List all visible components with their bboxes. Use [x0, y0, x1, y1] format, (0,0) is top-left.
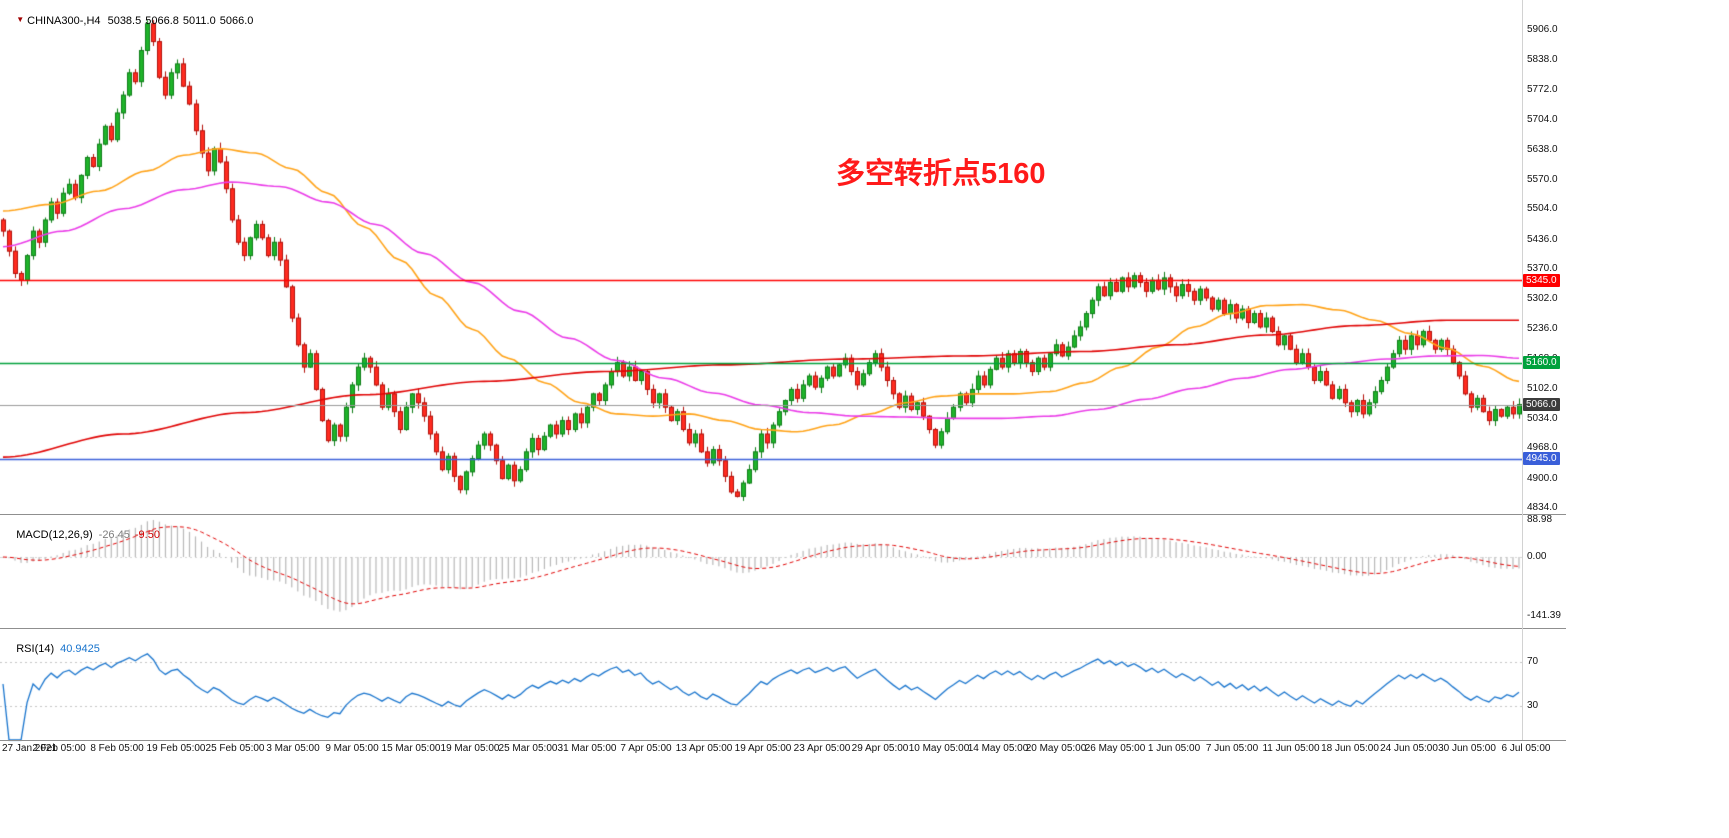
time-axis-label: 7 Apr 05:00 — [620, 743, 672, 754]
time-axis-label: 1 Jun 05:00 — [1147, 743, 1201, 754]
price-tag-current: 5066.0 — [1523, 398, 1560, 412]
price-axis-label: 5370.0 — [1527, 263, 1558, 274]
time-axis-label: 3 Mar 05:00 — [266, 743, 320, 754]
time-axis-label: 25 Feb 05:00 — [205, 743, 265, 754]
ohlc-open: 5038.5 — [107, 15, 142, 27]
price-axis-label: 4834.0 — [1527, 502, 1558, 513]
price-tag-5160: 5160.0 — [1523, 356, 1560, 370]
chart-canvas[interactable] — [0, 0, 1522, 756]
rsi-axis-label: 70 — [1527, 655, 1539, 667]
time-axis-label: 14 May 05:00 — [967, 743, 1029, 754]
annotation-text[interactable]: 多空转折点5160 — [836, 158, 1046, 190]
rsi-name: RSI(14) — [16, 643, 55, 655]
symbol-marker-icon: ▼ — [16, 15, 25, 24]
time-axis-label: 13 Apr 05:00 — [675, 743, 733, 754]
time-axis-label: 29 Apr 05:00 — [851, 743, 909, 754]
time-axis-label: 6 Jul 05:00 — [1501, 743, 1551, 754]
price-axis-label: 5838.0 — [1527, 54, 1558, 66]
time-axis-label: 7 Jun 05:00 — [1205, 743, 1259, 754]
price-axis-label: 5436.0 — [1527, 233, 1558, 245]
time-axis-label: 10 May 05:00 — [908, 743, 970, 754]
ohlc-low: 5011.0 — [182, 15, 216, 27]
ohlc-close: 5066.0 — [219, 15, 254, 27]
panel-separator-macd[interactable] — [0, 514, 1566, 515]
price-axis-label: 4900.0 — [1527, 472, 1558, 484]
price-axis-label: 5570.0 — [1527, 173, 1558, 185]
panel-separator-rsi[interactable] — [0, 628, 1566, 629]
price-axis-label: 5906.0 — [1527, 24, 1558, 35]
price-axis-label: 5772.0 — [1527, 83, 1558, 95]
time-axis-label: 30 Jun 05:00 — [1438, 743, 1496, 754]
time-axis-label: 11 Jun 05:00 — [1262, 743, 1320, 754]
ohlc-high: 5066.8 — [145, 15, 179, 27]
price-axis-label: 5704.0 — [1527, 114, 1558, 126]
time-axis-label: 26 May 05:00 — [1084, 743, 1146, 754]
time-axis-label: 24 Jun 05:00 — [1380, 743, 1438, 754]
time-axis-label: 9 Mar 05:00 — [325, 743, 379, 754]
macd-signal-value: -9.50 — [134, 529, 160, 541]
macd-name: MACD(12,26,9) — [16, 529, 93, 541]
time-axis-label: 27 Jan 2021 — [2, 743, 58, 754]
macd-axis-label: -141.39 — [1527, 609, 1561, 621]
time-axis-label: 18 Jun 05:00 — [1321, 743, 1379, 754]
price-axis-label: 5302.0 — [1527, 293, 1558, 305]
price-tag-4945: 4945.0 — [1523, 452, 1560, 465]
rsi-value: 40.9425 — [60, 643, 100, 655]
price-axis-label: 5638.0 — [1527, 143, 1558, 155]
panel-separator-bottom — [0, 740, 1566, 741]
price-axis-label: 5102.0 — [1527, 382, 1558, 394]
price-axis-label: 5034.0 — [1527, 412, 1558, 424]
price-axis-label: 5504.0 — [1527, 203, 1558, 215]
time-axis-label: 19 Apr 05:00 — [734, 743, 792, 754]
macd-label: MACD(12,26,9) -26.45 -9.50 — [4, 517, 160, 553]
rsi-label: RSI(14) 40.9425 — [4, 631, 100, 667]
price-axis-label: 5236.0 — [1527, 322, 1558, 334]
chart-header: ▼ CHINA300-,H4 5038.5 5066.8 5011.0 5066.0 — [4, 3, 257, 39]
time-axis-label: 19 Feb 05:00 — [146, 743, 206, 754]
time-axis-label: 2 Feb 05:00 — [32, 743, 86, 754]
time-axis-label: 15 Mar 05:00 — [381, 743, 441, 754]
time-axis-label: 31 Mar 05:00 — [557, 743, 617, 754]
time-axis-label: 8 Feb 05:00 — [90, 743, 144, 754]
price-axis-label: 4968.0 — [1527, 442, 1558, 454]
time-axis-label: 23 Apr 05:00 — [793, 743, 851, 754]
macd-main-value: -26.45 — [98, 529, 130, 541]
symbol-title: CHINA300-,H4 — [27, 15, 101, 27]
time-axis-label: 20 May 05:00 — [1025, 743, 1087, 754]
macd-axis-label: 0.00 — [1527, 551, 1547, 562]
rsi-axis-label: 30 — [1527, 700, 1539, 712]
macd-axis-label: 88.98 — [1527, 513, 1553, 525]
time-axis-label: 19 Mar 05:00 — [440, 743, 500, 754]
time-axis-label: 25 Mar 05:00 — [498, 743, 558, 754]
price-axis-line — [1522, 0, 1523, 740]
price-tag-5345: 5345.0 — [1523, 273, 1560, 287]
